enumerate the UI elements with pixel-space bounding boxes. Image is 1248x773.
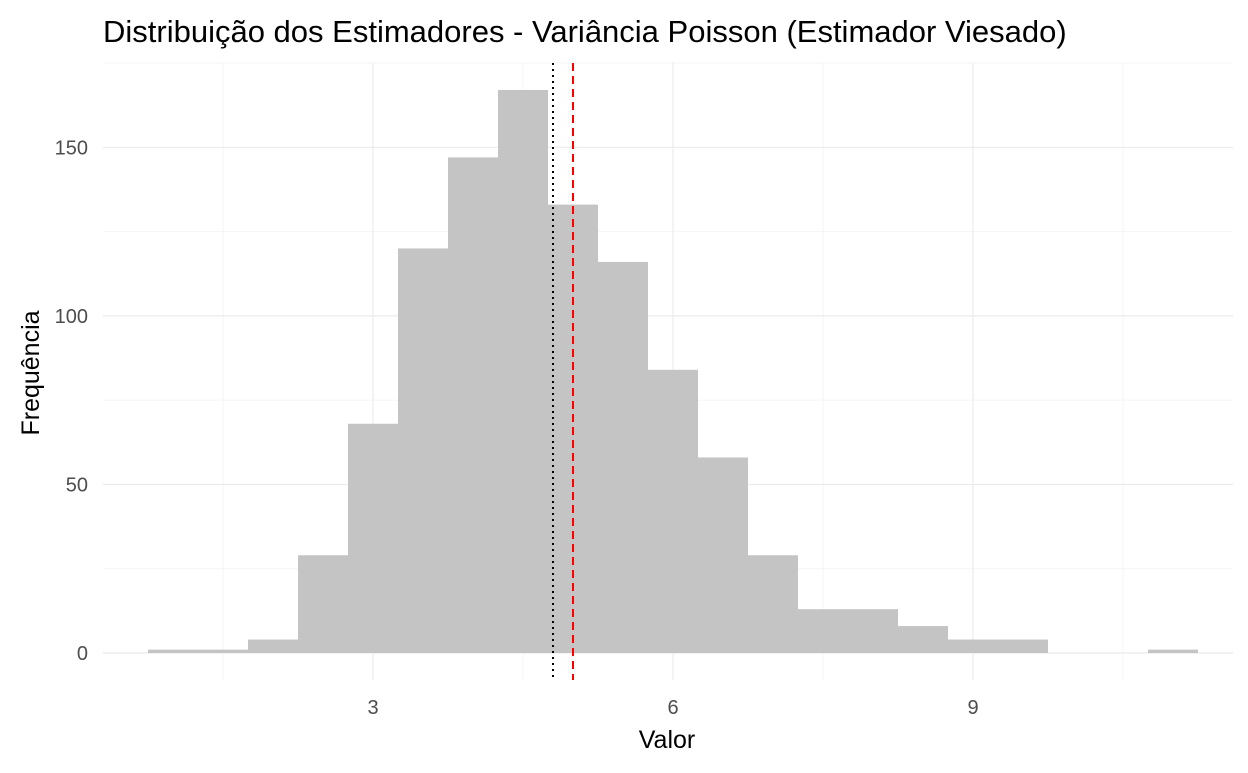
chart-title: Distribuição dos Estimadores - Variância…: [103, 14, 1067, 49]
x-axis-title: Valor: [639, 726, 696, 754]
histogram-bar: [798, 609, 848, 654]
x-tick-label: 6: [667, 697, 678, 719]
histogram-bar: [998, 639, 1048, 654]
histogram-bar: [248, 639, 298, 654]
reference-lines: [552, 63, 574, 680]
x-tick-label: 3: [367, 697, 378, 719]
histogram-bar: [648, 369, 698, 654]
y-tick-label: 0: [77, 643, 88, 665]
histogram-bar: [148, 649, 198, 654]
histogram-bars: [148, 89, 1198, 654]
x-tick-label: 9: [967, 697, 978, 719]
tick-labels: 3 6 9 0 50 100 150: [55, 137, 979, 719]
histogram-bar: [498, 89, 548, 654]
histogram-bar: [398, 248, 448, 654]
histogram-bar: [848, 609, 898, 654]
y-tick-label: 100: [55, 306, 88, 328]
histogram-bar: [1148, 649, 1198, 654]
histogram-bar: [298, 555, 348, 654]
histogram-bar: [948, 639, 998, 654]
y-tick-label: 150: [55, 137, 88, 159]
histogram-bar: [348, 423, 398, 654]
histogram-bar: [598, 261, 648, 654]
histogram-bar: [198, 649, 248, 654]
y-tick-label: 50: [66, 474, 88, 496]
y-axis-title: Frequência: [17, 310, 45, 435]
histogram-bar: [748, 555, 798, 654]
histogram-bar: [448, 157, 498, 654]
histogram-bar: [698, 457, 748, 654]
histogram-bar: [898, 626, 948, 654]
